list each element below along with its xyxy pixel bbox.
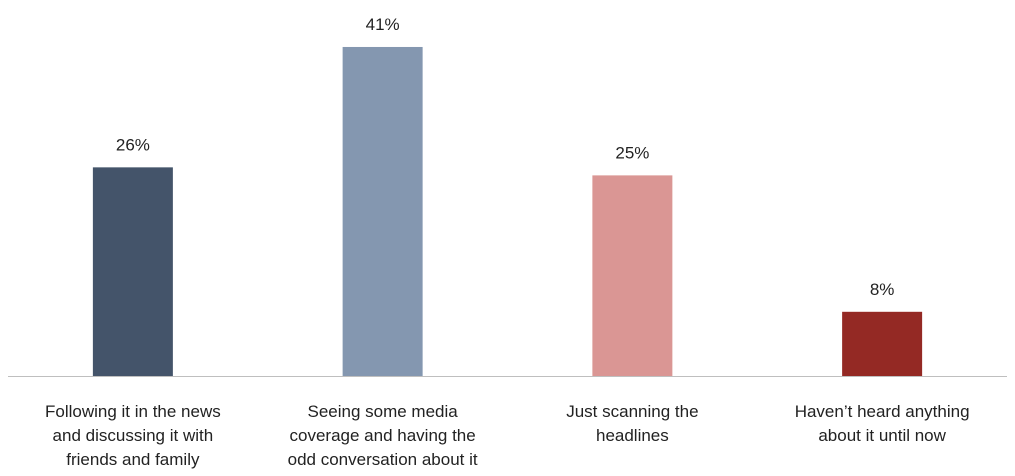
value-labels-group: 26% 41% 25% 8%: [116, 15, 895, 299]
category-label-4: Haven’t heard anything about it until now: [795, 402, 970, 445]
data-label-2: 41%: [366, 15, 400, 34]
bar-3: [592, 175, 672, 376]
data-label-3: 25%: [615, 143, 649, 162]
category-label-1: Following it in the news and discussing i…: [45, 402, 221, 469]
category-label-line: Haven’t heard anything: [795, 402, 970, 421]
category-label-line: about it until now: [818, 426, 946, 445]
category-label-line: coverage and having the: [290, 426, 476, 445]
data-label-1: 26%: [116, 135, 150, 154]
category-labels-group: Following it in the news and discussing i…: [45, 402, 970, 469]
category-label-2: Seeing some media coverage and having the…: [288, 402, 478, 469]
category-label-line: and discussing it with: [53, 426, 214, 445]
category-label-line: Following it in the news: [45, 402, 221, 421]
category-label-line: headlines: [596, 426, 669, 445]
category-label-line: Just scanning the: [566, 402, 698, 421]
bar-2: [343, 47, 423, 376]
bars-group: [93, 47, 922, 376]
category-label-line: friends and family: [66, 450, 200, 469]
category-label-line: Seeing some media: [307, 402, 458, 421]
category-label-line: odd conversation about it: [288, 450, 478, 469]
category-label-3: Just scanning the headlines: [566, 402, 698, 445]
data-label-4: 8%: [870, 280, 895, 299]
bar-4: [842, 312, 922, 376]
bar-1: [93, 167, 173, 376]
